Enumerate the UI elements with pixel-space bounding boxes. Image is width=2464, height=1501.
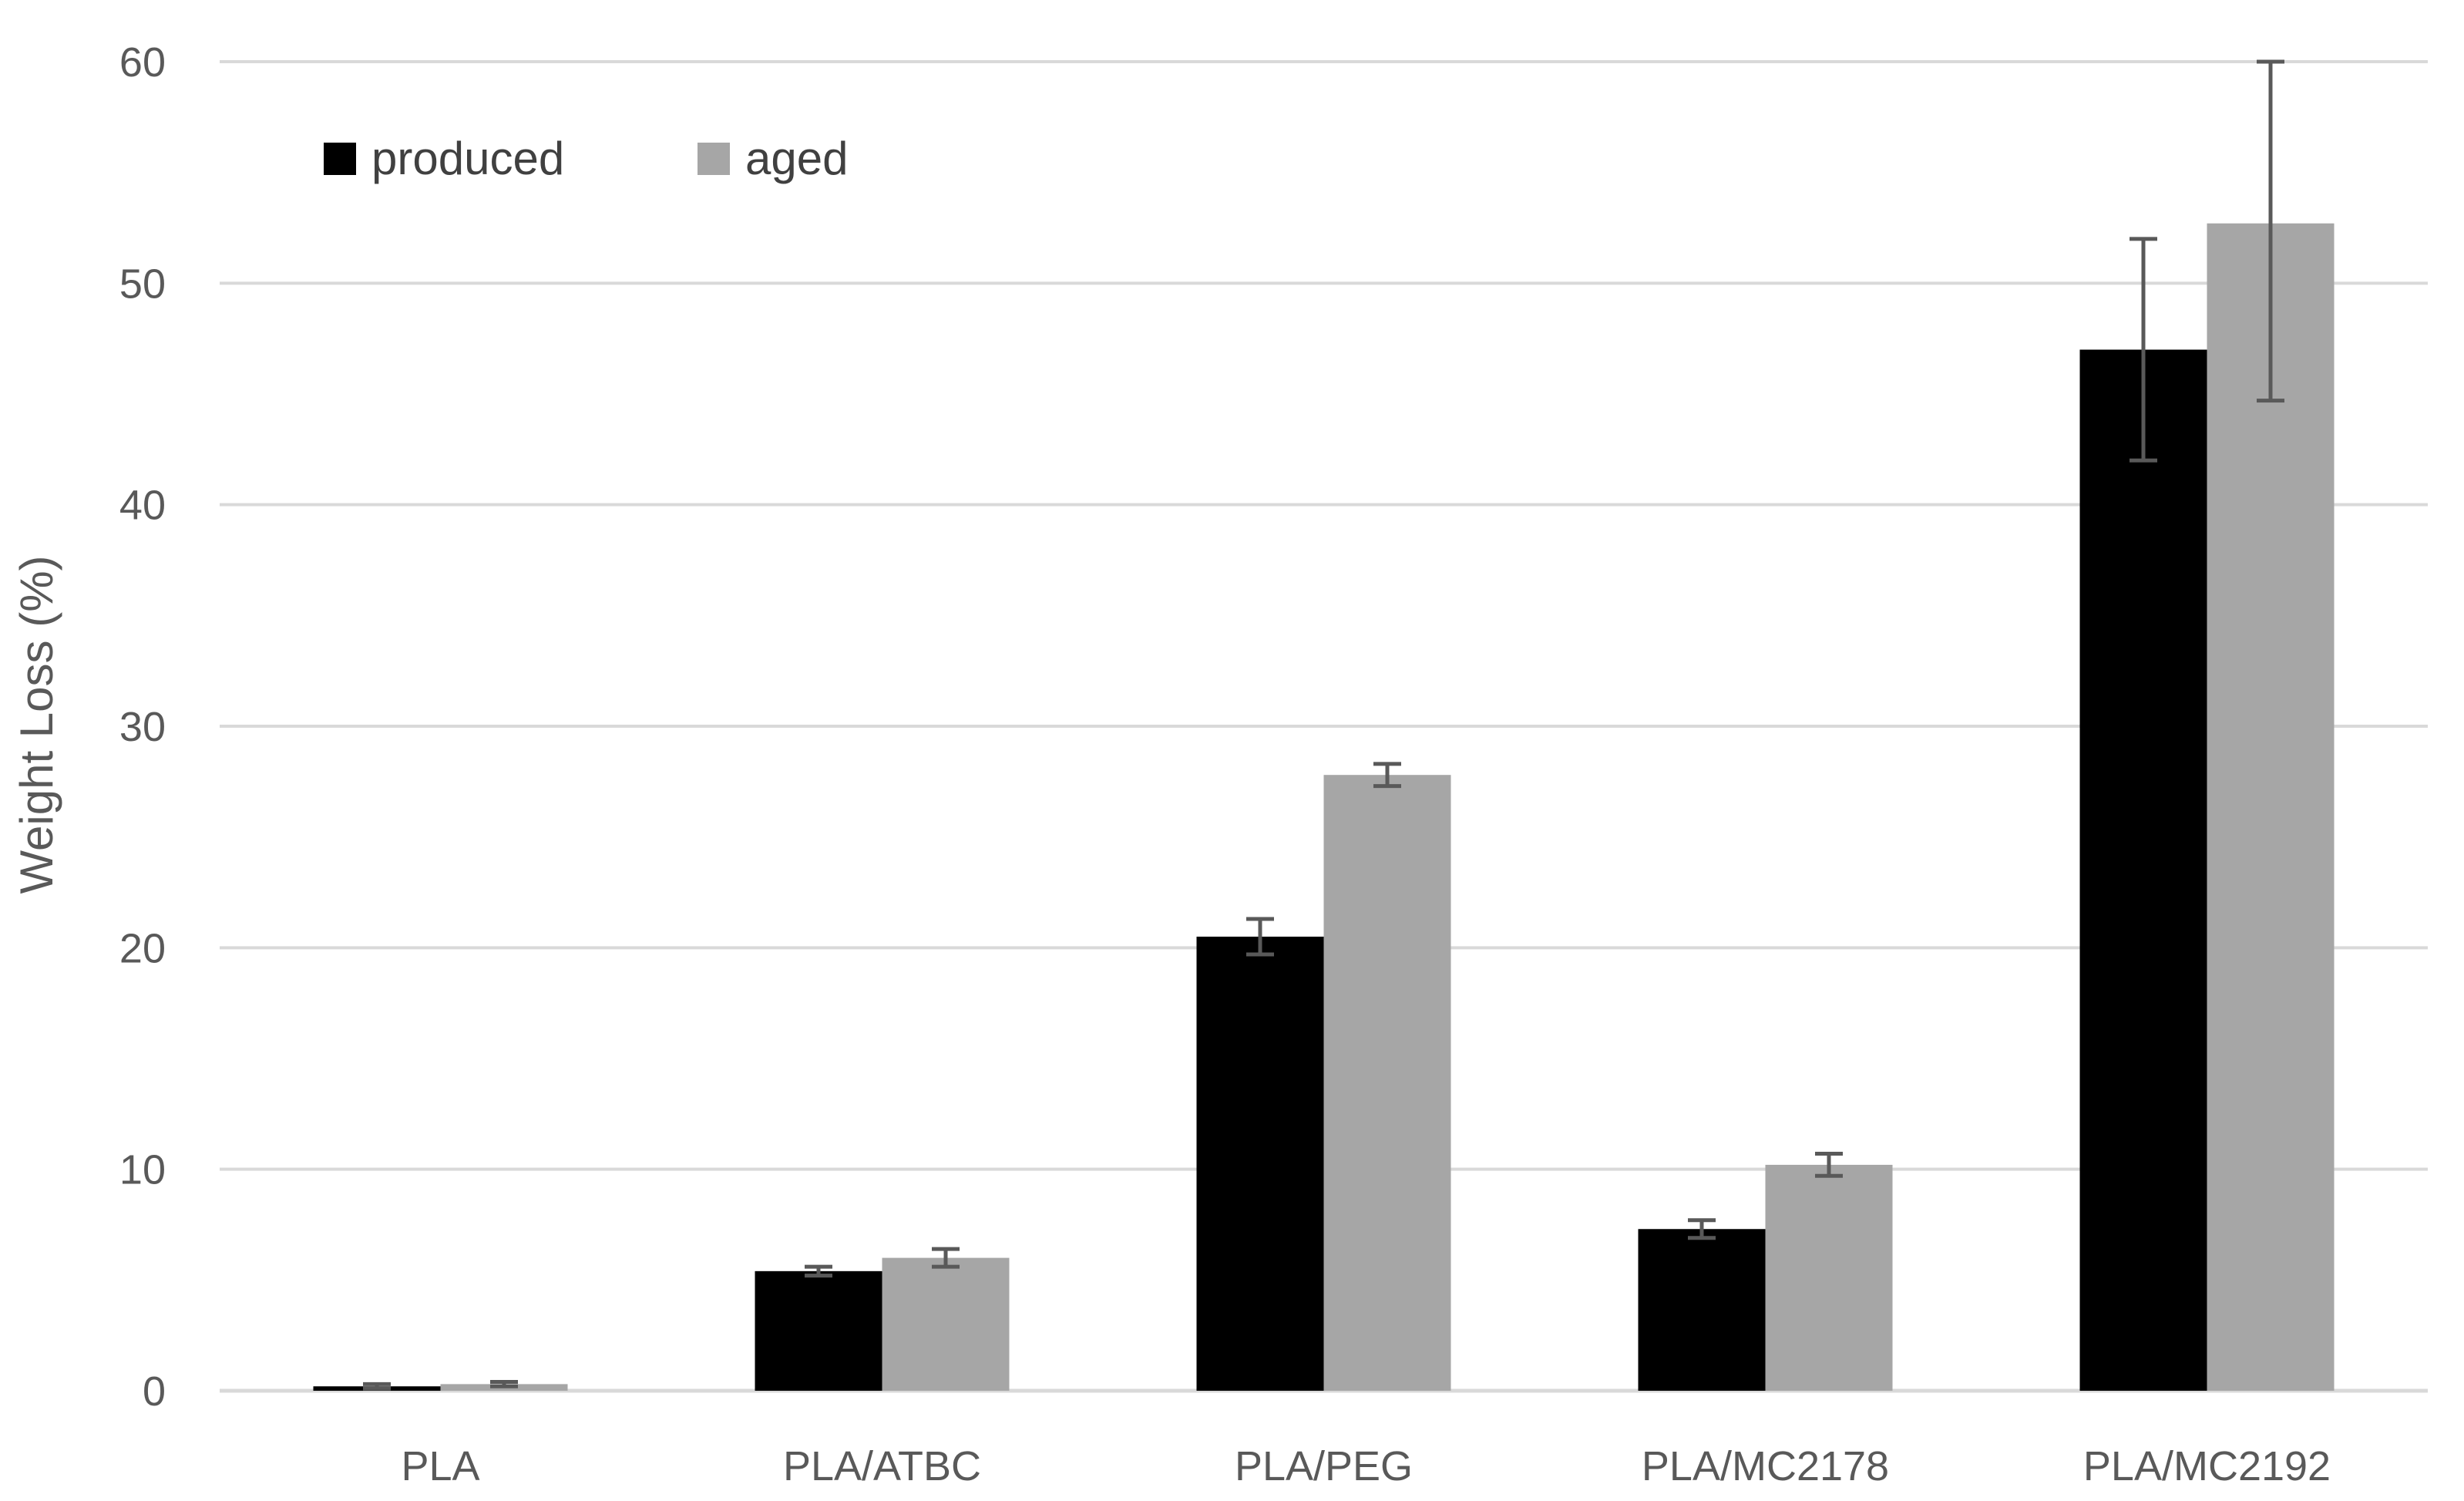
y-tick-label: 20 — [119, 925, 166, 971]
x-tick-label: PLA — [401, 1443, 479, 1489]
y-tick-label: 0 — [143, 1368, 166, 1415]
x-tick-label: PLA/MC2192 — [2083, 1443, 2331, 1489]
error-bars — [363, 59, 2284, 1391]
y-tick-label: 30 — [119, 704, 166, 750]
y-tick-label: 60 — [119, 39, 166, 86]
y-tick-label: 40 — [119, 483, 166, 529]
bar — [1638, 1229, 1766, 1391]
x-tick-label: PLA/PEG — [1235, 1443, 1413, 1489]
bar — [2207, 223, 2335, 1392]
bar — [1196, 936, 1324, 1391]
y-tick-label: 10 — [119, 1147, 166, 1193]
y-axis-ticks: 0 10 20 30 40 50 60 — [119, 39, 166, 1415]
bar — [1323, 775, 1451, 1391]
legend-swatch — [698, 143, 730, 175]
x-tick-label: PLA/ATBC — [783, 1443, 981, 1489]
bar — [2079, 349, 2207, 1391]
legend-label: aged — [745, 133, 848, 184]
y-axis-title: Weight Loss (%) — [11, 555, 62, 894]
bar — [1765, 1164, 1893, 1391]
x-axis-ticks: PLA PLA/ATBC PLA/PEG PLA/MC2178 PLA/MC2192 — [401, 1443, 2331, 1489]
bars — [313, 223, 2335, 1392]
legend-swatch — [324, 143, 356, 175]
bar — [755, 1270, 882, 1391]
legend: produced aged — [324, 133, 848, 184]
legend-label: produced — [371, 133, 564, 184]
x-tick-label: PLA/MC2178 — [1642, 1443, 1889, 1489]
y-tick-label: 50 — [119, 261, 166, 307]
gridlines — [220, 60, 2428, 1393]
bar — [882, 1257, 1010, 1391]
